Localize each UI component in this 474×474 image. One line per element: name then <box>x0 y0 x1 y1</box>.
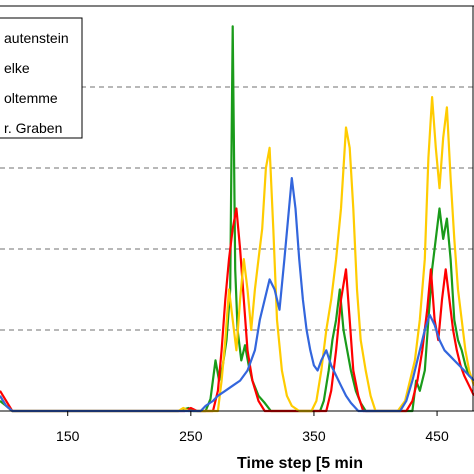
legend-entry-1: autenstein <box>4 30 69 46</box>
plot-frame <box>0 5 474 412</box>
legend-entry-2: elke <box>4 60 30 76</box>
x-axis-title: Time step [5 min <box>237 455 363 472</box>
x-axis-ticks: 150250350450550 <box>56 411 449 444</box>
series-line-4 <box>0 177 474 413</box>
x-tick-label-150: 150 <box>56 428 80 444</box>
legend-box <box>0 17 83 139</box>
legend-entry-3: oltemme <box>4 90 58 106</box>
series-line-1 <box>0 25 474 413</box>
x-tick-label-250: 250 <box>179 428 203 444</box>
legend: autenstein elke oltemme r. Graben <box>0 17 83 139</box>
x-tick-label-450: 450 <box>425 428 449 444</box>
x-tick-label-350: 350 <box>302 428 326 444</box>
legend-entry-4: r. Graben <box>4 120 62 136</box>
series-line-3 <box>0 96 474 413</box>
